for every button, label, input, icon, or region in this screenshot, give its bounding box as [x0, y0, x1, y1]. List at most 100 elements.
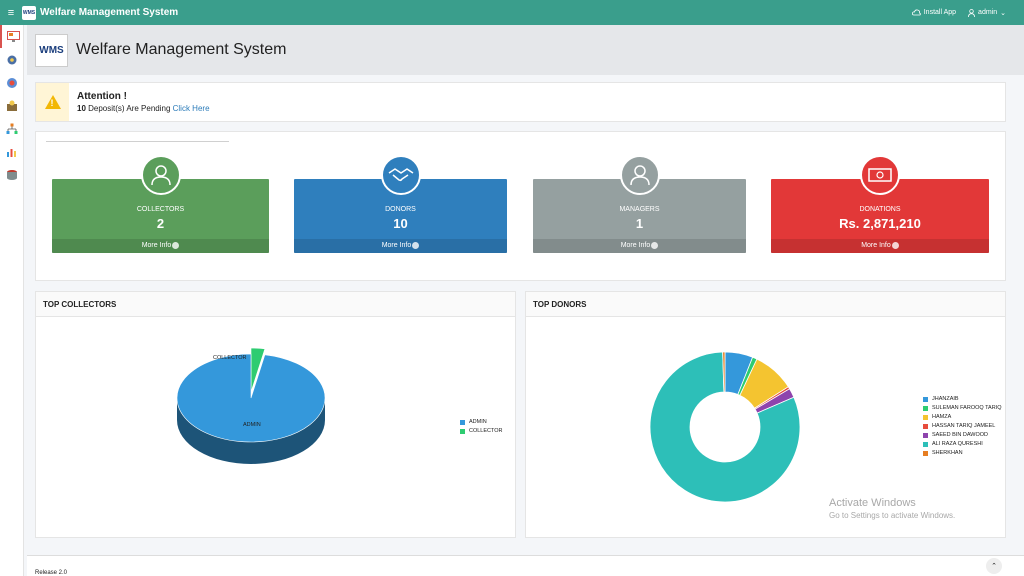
manager-user-icon: [619, 155, 660, 195]
cloud-download-icon: [911, 9, 921, 16]
sidebar-item-collectors[interactable]: [0, 71, 24, 94]
donut-slice-sherkhan[interactable]: [722, 351, 726, 393]
legend-label: SAEED BIN DAWOOD: [932, 432, 989, 438]
donors-legend-item[interactable]: SHERKHAN: [923, 450, 1001, 456]
attention-alert: Attention ! 10 Deposit(s) Are Pending Cl…: [35, 82, 1006, 122]
install-app-label: Install App: [923, 9, 957, 16]
stat-card-managers[interactable]: MANAGERS 1 More Info: [533, 155, 746, 253]
legend-label: ADMIN: [469, 419, 487, 425]
arrow-circle-icon: [651, 241, 659, 249]
pie-slice-admin[interactable]: [176, 353, 326, 443]
more-info-managers-link[interactable]: More Info: [533, 239, 746, 253]
donut-slice-ali-raza-qureshi[interactable]: [649, 351, 801, 503]
handshake-icon: [380, 155, 421, 195]
money-icon: [860, 155, 900, 195]
dashboard-monitor-icon: [6, 31, 20, 42]
attention-title: Attention !: [77, 91, 127, 102]
legend-label: HAMZA: [932, 414, 952, 420]
stat-card-collectors[interactable]: COLLECTORS 2 More Info: [52, 155, 269, 253]
install-app-button[interactable]: Install App: [911, 9, 957, 16]
sidebar-item-reports[interactable]: [0, 140, 24, 163]
donors-legend-item[interactable]: SAEED BIN DAWOOD: [923, 432, 1001, 438]
top-donors-panel: TOP DONORS JHANZAIB SULEMAN FAROOQ TARIQ H…: [525, 291, 1006, 538]
stat-value-managers: 1: [635, 216, 644, 231]
collectors-legend-item[interactable]: COLLECTOR: [460, 428, 503, 434]
sidebar-item-dashboard[interactable]: [0, 25, 24, 48]
stat-card-donations[interactable]: DONATIONS Rs. 2,871,210 More Info: [771, 155, 989, 253]
click-here-link[interactable]: Click Here: [172, 104, 210, 113]
legend-swatch: [460, 428, 465, 434]
more-info-collectors-link[interactable]: More Info: [52, 239, 269, 253]
donors-legend-item[interactable]: HASSAN TARIQ JAMEEL: [923, 423, 1001, 429]
sidebar-item-managers[interactable]: [0, 117, 24, 140]
warning-icon: [44, 95, 61, 109]
top-collectors-panel: TOP COLLECTORS COLLECTOR ADMIN ADMIN COLLE…: [35, 291, 516, 538]
sidebar-item-database[interactable]: [0, 163, 24, 186]
stat-card-donors[interactable]: DONORS 10 More Info: [294, 155, 507, 253]
stat-value-donations: Rs. 2,871,210: [839, 216, 921, 231]
arrow-circle-icon: [891, 241, 899, 249]
donors-legend-item[interactable]: JHANZAIB: [923, 396, 1001, 402]
pie-slice-collector[interactable]: [250, 347, 266, 393]
legend-label: SULEMAN FAROOQ TARIQ: [932, 405, 1002, 411]
footer: Release 2.0: [27, 555, 1024, 576]
pie-label-admin: ADMIN: [243, 422, 261, 428]
pie-depth-side: [177, 398, 325, 464]
legend-swatch: [460, 419, 465, 425]
donors-legend-item[interactable]: SULEMAN FAROOQ TARIQ: [923, 405, 1001, 411]
top-donors-chart: [649, 351, 801, 503]
stat-label-managers: MANAGERS: [619, 206, 660, 213]
pie-label-collector: COLLECTOR: [213, 355, 247, 361]
legend-label: JHANZAIB: [932, 396, 959, 402]
page-header: WMS Welfare Management System: [27, 25, 1024, 75]
top-navbar: ≡ WMS Welfare Management System Install …: [0, 0, 1024, 25]
scroll-to-top-button[interactable]: ⌃: [986, 558, 1002, 574]
pending-text: Deposit(s) Are Pending: [85, 104, 173, 113]
arrow-circle-icon: [412, 241, 420, 249]
warning-icon-box: [36, 83, 69, 121]
stats-divider: [46, 141, 229, 142]
legend-swatch: [923, 414, 928, 420]
legend-label: ALI RAZA QURESHI: [932, 441, 983, 447]
menu-toggle-icon[interactable]: ≡: [7, 6, 15, 19]
brand-logo-small: WMS: [22, 5, 36, 20]
top-collectors-legend: ADMIN COLLECTOR: [460, 419, 503, 437]
brand-name[interactable]: Welfare Management System: [40, 7, 179, 18]
chevron-up-icon: ⌃: [991, 563, 997, 570]
more-info-donors-link[interactable]: More Info: [294, 239, 507, 253]
top-donors-title: TOP DONORS: [526, 292, 1005, 317]
stat-value-donors: 10: [393, 216, 408, 231]
legend-label: SHERKHAN: [932, 450, 963, 456]
pending-count: 10: [77, 104, 86, 113]
donation-box-icon: [7, 100, 17, 111]
gear-icon: [7, 55, 17, 64]
top-collectors-title: TOP COLLECTORS: [36, 292, 515, 317]
legend-label: HASSAN TARIQ JAMEEL: [932, 423, 996, 429]
more-info-donations-link[interactable]: More Info: [771, 239, 989, 253]
user-menu[interactable]: admin ⌄: [968, 8, 1006, 17]
sidebar-item-settings[interactable]: [0, 48, 24, 71]
stat-label-donors: DONORS: [385, 206, 416, 213]
badge-icon: [7, 77, 17, 88]
hierarchy-icon: [6, 123, 18, 134]
arrow-circle-icon: [172, 241, 180, 249]
release-version: Release 2.0: [35, 570, 68, 576]
donors-legend-item[interactable]: ALI RAZA QURESHI: [923, 441, 1001, 447]
legend-swatch: [923, 423, 928, 429]
stat-label-donations: DONATIONS: [859, 206, 901, 213]
reports-chart-icon: [7, 148, 16, 157]
sidebar: [0, 25, 24, 576]
legend-swatch: [923, 432, 928, 438]
legend-swatch: [923, 450, 928, 456]
database-icon: [7, 169, 17, 180]
activate-windows-subtitle: Go to Settings to activate Windows.: [829, 511, 956, 520]
collectors-legend-item[interactable]: ADMIN: [460, 419, 503, 425]
legend-swatch: [923, 396, 928, 402]
activate-windows-title: Activate Windows: [829, 497, 916, 509]
user-icon: [968, 8, 975, 17]
chevron-down-icon: ⌄: [1000, 9, 1006, 17]
sidebar-item-donors[interactable]: [0, 94, 24, 117]
stat-label-collectors: COLLECTORS: [136, 206, 185, 213]
legend-label: COLLECTOR: [469, 428, 503, 434]
donors-legend-item[interactable]: HAMZA: [923, 414, 1001, 420]
